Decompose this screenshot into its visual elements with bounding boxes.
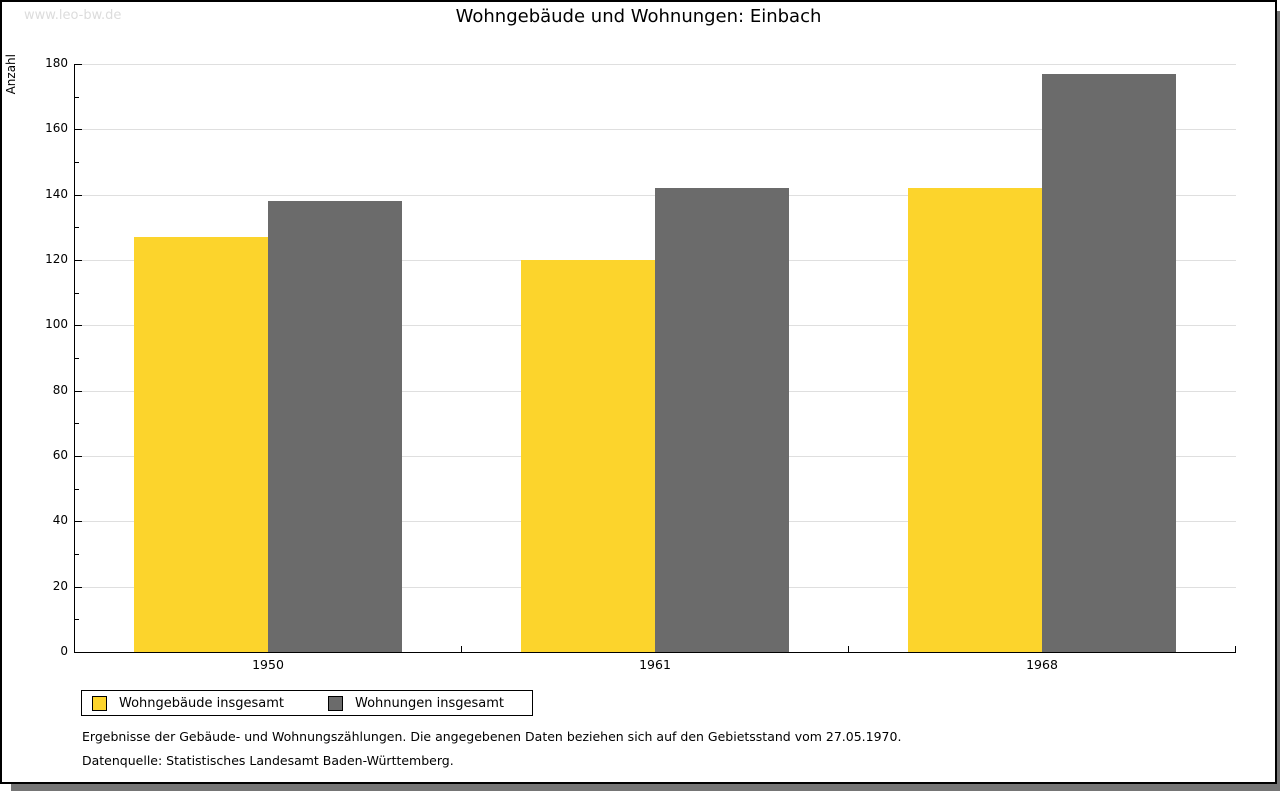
x-tick-label: 1950 — [252, 657, 284, 672]
y-tick — [75, 391, 82, 392]
y-tick — [75, 489, 79, 490]
y-tick — [75, 293, 79, 294]
y-axis-line — [74, 64, 75, 653]
y-tick — [75, 97, 79, 98]
y-tick-label: 120 — [45, 252, 68, 266]
bar-wohnungen-1961 — [655, 188, 789, 652]
y-tick — [75, 456, 82, 457]
chart-legend: Wohngebäude insgesamt Wohnungen insgesamt — [81, 690, 533, 716]
bar-wohngebaeude-1961 — [521, 260, 655, 652]
y-tick-label: 60 — [52, 448, 68, 462]
y-gridline — [75, 129, 1236, 130]
bar-wohngebaeude-1968 — [908, 188, 1042, 652]
legend-swatch-icon — [328, 695, 343, 711]
bar-wohnungen-1950 — [268, 201, 402, 652]
chart-title: Wohngebäude und Wohnungen: Einbach — [455, 6, 822, 27]
footer-note-source-period: Ergebnisse der Gebäude- und Wohnungszähl… — [82, 729, 902, 744]
bar-wohngebaeude-1950 — [134, 237, 268, 652]
y-tick — [75, 227, 79, 228]
legend-label: Wohnungen insgesamt — [355, 695, 504, 711]
legend-item: Wohnungen insgesamt — [328, 695, 504, 711]
legend-item: Wohngebäude insgesamt — [92, 695, 284, 711]
y-gridline — [75, 64, 1236, 65]
legend-swatch-icon — [92, 695, 107, 711]
y-tick — [75, 587, 82, 588]
x-tick — [1235, 646, 1236, 652]
y-tick-label: 40 — [52, 513, 68, 527]
y-tick — [75, 423, 79, 424]
y-tick-label: 80 — [52, 383, 68, 397]
y-tick — [75, 652, 82, 653]
x-tick-label: 1961 — [639, 657, 671, 672]
y-tick-label: 160 — [45, 121, 68, 135]
y-tick — [75, 195, 82, 196]
y-tick-label: 0 — [60, 644, 68, 658]
x-tick — [848, 646, 849, 652]
watermark-url: www.leo-bw.de — [24, 8, 122, 23]
x-tick — [461, 646, 462, 652]
bar-wohnungen-1968 — [1042, 74, 1176, 652]
y-tick-label: 180 — [45, 56, 68, 70]
y-tick — [75, 64, 82, 65]
footer-note-data-source: Datenquelle: Statistisches Landesamt Bad… — [82, 753, 454, 768]
x-axis-line — [74, 652, 1236, 653]
y-tick — [75, 358, 79, 359]
y-tick — [75, 162, 79, 163]
y-tick — [75, 325, 82, 326]
x-tick-label: 1968 — [1026, 657, 1058, 672]
y-tick-label: 140 — [45, 187, 68, 201]
y-tick — [75, 554, 79, 555]
y-tick — [75, 521, 82, 522]
y-tick — [75, 619, 79, 620]
y-tick — [75, 129, 82, 130]
legend-label: Wohngebäude insgesamt — [119, 695, 284, 711]
y-tick-label: 20 — [52, 579, 68, 593]
y-tick — [75, 260, 82, 261]
y-tick-label: 100 — [45, 317, 68, 331]
